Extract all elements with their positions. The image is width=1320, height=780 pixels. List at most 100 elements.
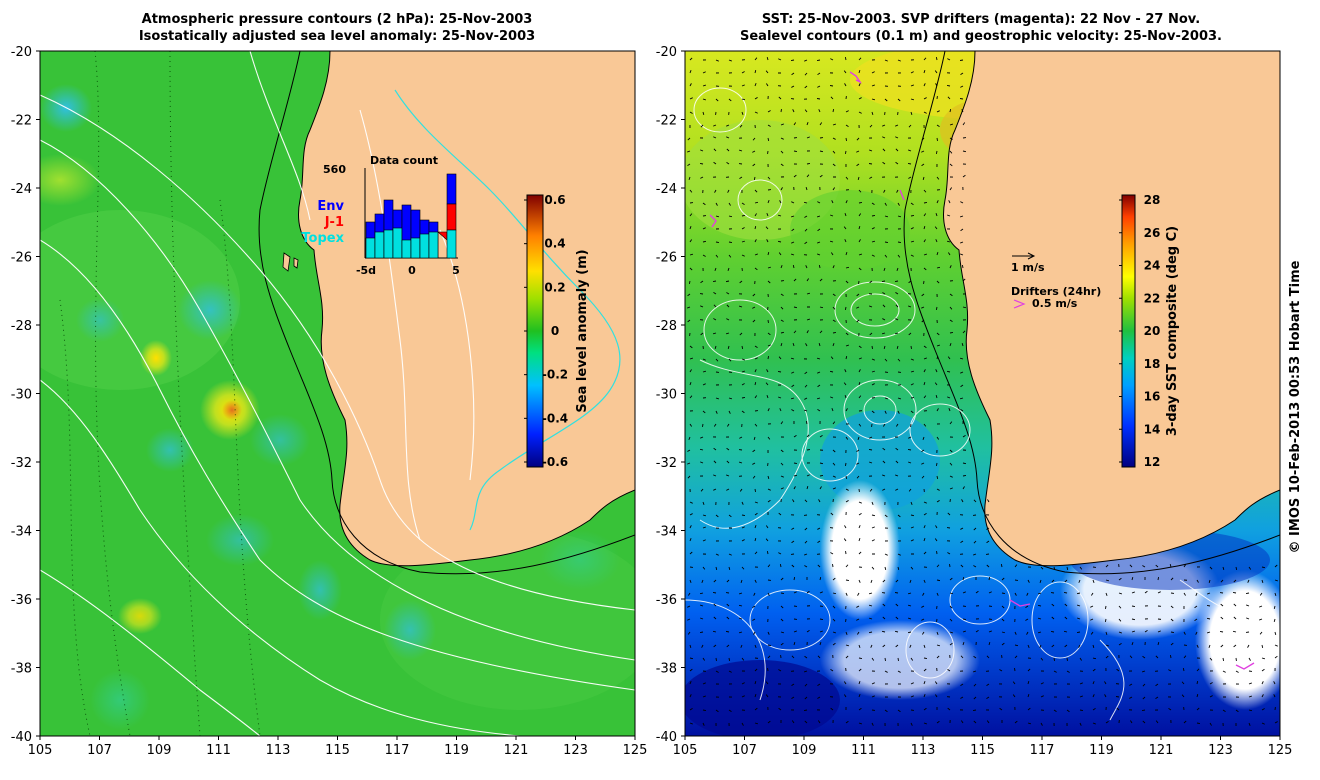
velocity-arrow: [973, 696, 977, 700]
velocity-arrow: [845, 436, 849, 440]
velocity-arrow: [1038, 592, 1042, 595]
velocity-arrow: [715, 553, 719, 556]
velocity-arrow: [741, 370, 745, 373]
velocity-arrow: [858, 111, 862, 114]
velocity-arrow: [882, 148, 886, 152]
velocity-arrow: [869, 124, 873, 128]
velocity-arrow: [806, 318, 810, 321]
velocity-arrow: [883, 345, 886, 350]
velocity-arrow: [778, 96, 782, 100]
velocity-arrow: [897, 410, 900, 414]
velocity-arrow: [806, 434, 810, 438]
velocity-arrow: [1247, 579, 1250, 583]
velocity-arrow: [857, 592, 860, 596]
velocity-arrow: [806, 136, 810, 139]
velocity-arrow: [754, 267, 758, 271]
velocity-arrow: [856, 462, 860, 465]
velocity-arrow: [687, 475, 691, 479]
velocity-arrow: [832, 265, 835, 269]
velocity-arrow: [949, 163, 953, 167]
lon-tick-label: 125: [1268, 743, 1293, 758]
velocity-arrow: [741, 397, 746, 399]
velocity-arrow: [1131, 605, 1136, 608]
velocity-arrow: [895, 161, 899, 165]
velocity-arrow: [1208, 579, 1211, 584]
velocity-arrow: [754, 239, 757, 243]
velocity-arrow: [1274, 721, 1278, 724]
velocity-arrow: [1209, 657, 1213, 661]
velocity-arrow: [1014, 655, 1018, 659]
velocity-arrow: [857, 631, 860, 635]
velocity-arrow: [1001, 618, 1005, 622]
velocity-arrow: [754, 253, 758, 256]
velocity-arrow: [715, 59, 719, 62]
velocity-arrow: [699, 592, 704, 595]
velocity-arrow: [715, 566, 718, 571]
velocity-arrow: [791, 696, 795, 699]
velocity-arrow: [699, 448, 704, 451]
velocity-arrow: [1246, 604, 1250, 607]
inset-title: Data count: [370, 154, 438, 167]
velocity-arrow: [1182, 667, 1185, 672]
velocity-arrow: [871, 410, 875, 414]
sla-colorbar: 0.6 0.4 0.2 0 -0.2 -0.4 -0.6 Sea level anomaly…: [524, 193, 590, 469]
velocity-arrow: [817, 696, 821, 699]
velocity-arrow: [804, 397, 808, 400]
velocity-arrow: [793, 122, 797, 126]
velocity-arrow: [921, 449, 925, 453]
velocity-arrow: [856, 319, 860, 323]
velocity-arrow: [949, 343, 952, 347]
velocity-arrow: [923, 501, 927, 504]
velocity-arrow: [806, 590, 810, 594]
velocity-arrow: [715, 397, 719, 400]
velocity-arrow: [715, 241, 720, 244]
velocity-arrow: [1196, 693, 1199, 698]
velocity-arrow: [1183, 592, 1186, 596]
velocity-arrow: [871, 345, 873, 350]
velocity-arrow: [712, 332, 717, 335]
velocity-arrow: [689, 579, 692, 583]
velocity-arrow: [1261, 566, 1266, 569]
velocity-arrow: [857, 436, 860, 440]
velocity-arrow: [754, 97, 758, 100]
lon-tick-label: 107: [732, 743, 757, 758]
velocity-arrow: [923, 202, 928, 204]
velocity-arrow: [778, 58, 782, 61]
velocity-arrow: [972, 709, 977, 712]
velocity-arrow: [689, 525, 692, 529]
velocity-arrow: [739, 332, 743, 336]
velocity-arrow: [780, 605, 784, 609]
velocity-arrow: [1261, 722, 1265, 725]
velocity-arrow: [728, 59, 732, 62]
velocity-arrow: [1181, 694, 1185, 698]
velocity-arrow: [895, 292, 899, 295]
velocity-arrow: [858, 694, 861, 698]
velocity-arrow: [832, 293, 836, 297]
velocity-arrow: [858, 70, 861, 74]
velocity-arrow: [689, 97, 693, 100]
velocity-arrow: [804, 409, 808, 412]
velocity-arrow: [923, 213, 927, 217]
velocity-arrow: [1220, 579, 1224, 583]
velocity-arrow: [973, 565, 977, 568]
velocity-arrow: [689, 382, 692, 386]
velocity-arrow: [856, 163, 860, 167]
velocity-arrow: [910, 657, 914, 661]
velocity-arrow: [949, 123, 953, 126]
lon-tick-label: 121: [1149, 743, 1174, 758]
velocity-arrow: [1194, 605, 1198, 609]
velocity-arrow: [702, 514, 707, 517]
velocity-arrow: [1222, 670, 1226, 673]
velocity-arrow: [910, 566, 914, 570]
velocity-arrow: [856, 293, 860, 297]
velocity-arrow: [949, 592, 954, 595]
velocity-arrow: [806, 278, 810, 282]
velocity-arrow: [936, 110, 940, 113]
velocity-arrow: [728, 358, 732, 362]
velocity-arrow: [702, 254, 706, 257]
velocity-arrow: [895, 488, 899, 491]
velocity-arrow: [935, 525, 938, 529]
velocity-arrow: [910, 358, 914, 361]
velocity-arrow: [895, 603, 899, 607]
velocity-arrow: [1142, 720, 1146, 724]
